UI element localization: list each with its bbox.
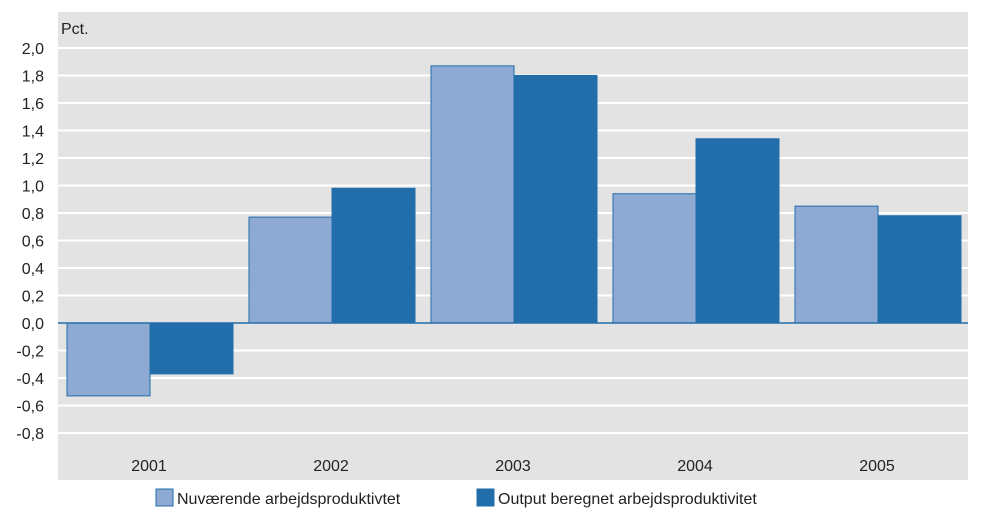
bar-2003-series-2 bbox=[513, 75, 598, 324]
x-tick-label: 2005 bbox=[859, 458, 895, 475]
y-tick-label: 0,2 bbox=[22, 289, 44, 306]
bar-2003-series-1 bbox=[430, 65, 515, 324]
bar-2004-series-1 bbox=[612, 193, 697, 324]
x-tick-label: 2003 bbox=[495, 458, 531, 475]
legend-label: Output beregnet arbejdsproduktivitet bbox=[498, 491, 757, 508]
bar-2004-series-2 bbox=[695, 138, 780, 324]
legend-swatch bbox=[155, 488, 174, 507]
bars bbox=[66, 65, 962, 397]
y-tick-label: -0,6 bbox=[16, 399, 44, 416]
x-tick-labels: 2001 2002 2003 2004 2005 bbox=[131, 458, 895, 475]
bar-2001-series-1 bbox=[66, 322, 151, 397]
x-tick-label: 2001 bbox=[131, 458, 167, 475]
y-tick-label: 1,6 bbox=[22, 96, 44, 113]
x-tick-label: 2002 bbox=[313, 458, 349, 475]
legend-swatch bbox=[476, 488, 495, 507]
y-tick-label: 1,0 bbox=[22, 179, 44, 196]
y-tick-label: 2,0 bbox=[22, 41, 44, 58]
y-tick-label: 1,4 bbox=[22, 124, 44, 141]
y-tick-label: 1,8 bbox=[22, 69, 44, 86]
y-tick-label: 1,2 bbox=[22, 151, 44, 168]
bar-2001-series-2 bbox=[149, 322, 234, 375]
y-tick-label: 0,8 bbox=[22, 206, 44, 223]
bar-2002-series-2 bbox=[331, 187, 416, 324]
bar-2002-series-1 bbox=[248, 216, 333, 324]
y-tick-label: -0,4 bbox=[16, 371, 44, 388]
bar-2005-series-1 bbox=[794, 205, 879, 324]
y-tick-labels: 2,0 1,8 1,6 1,4 1,2 1,0 0,8 0,6 0,4 0,2 0,0 -0,2 -0,… bbox=[16, 41, 44, 443]
legend-label: Nuværende arbejdsproduktivtet bbox=[177, 491, 401, 508]
bar-2005-series-2 bbox=[877, 215, 962, 324]
y-tick-label: -0,8 bbox=[16, 426, 44, 443]
y-tick-label: -0,2 bbox=[16, 344, 44, 361]
y-tick-label: 0,4 bbox=[22, 261, 44, 278]
y-tick-label: 0,0 bbox=[22, 316, 44, 333]
y-tick-label: 0,6 bbox=[22, 234, 44, 251]
legend: Nuværende arbejdsproduktivtet Output bere… bbox=[155, 488, 757, 508]
y-unit-label: Pct. bbox=[61, 21, 89, 38]
x-tick-label: 2004 bbox=[677, 458, 713, 475]
